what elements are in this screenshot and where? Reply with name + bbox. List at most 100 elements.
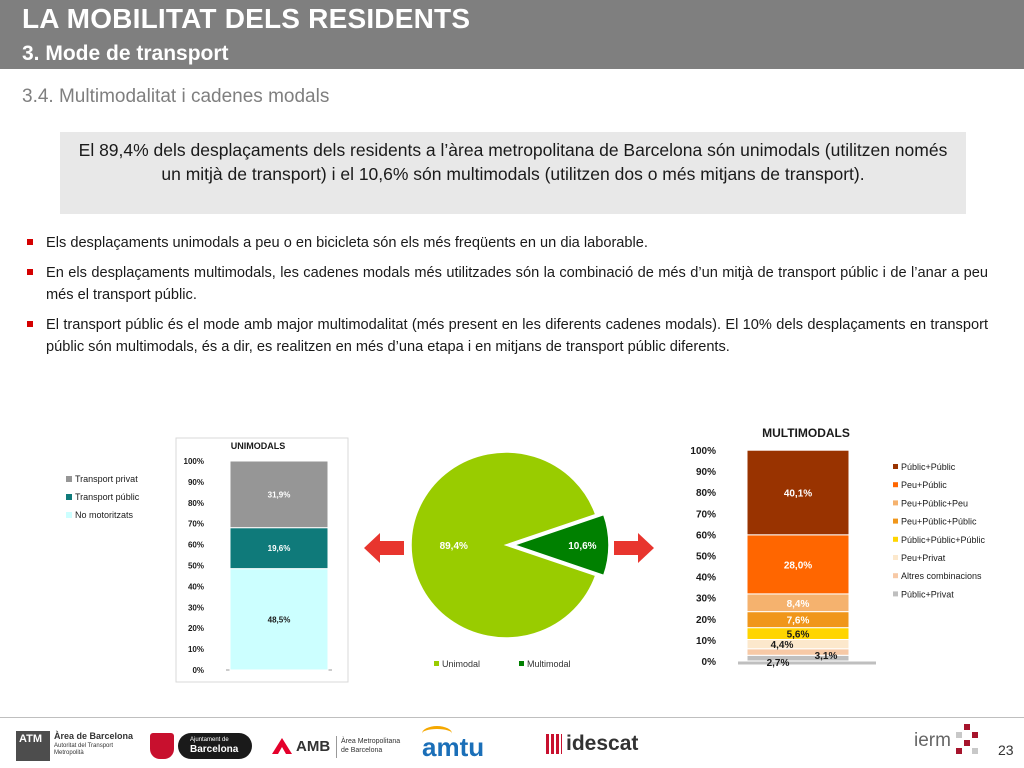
bullet-item: El transport públic és el mode amb major… (26, 314, 988, 359)
multimodal-legend-label: Peu+Públic+Públic (901, 517, 977, 527)
multimodal-title: MULTIMODALS (762, 426, 850, 440)
multimodal-bar-segment (746, 449, 850, 536)
left-arrow-icon (364, 533, 404, 563)
amb-logo-text: AMB (296, 738, 331, 755)
idescat-logo: idescat (546, 732, 650, 758)
multimodal-legend-swatch (893, 518, 898, 524)
bullet-text: Els desplaçaments unimodals a peu o en b… (46, 235, 648, 251)
unimodal-ytick-label: 100% (184, 457, 204, 466)
multimodal-legend-label: Altres combinacions (901, 571, 982, 581)
header-bar: LA MOBILITAT DELS RESIDENTS 3. Mode de t… (0, 0, 1024, 69)
multimodal-legend-label: Peu+Públic+Peu (901, 498, 968, 508)
pie-legend-swatch (434, 661, 439, 666)
ajuntament-shield-icon (150, 733, 174, 759)
ierm-logo: ierm (914, 724, 986, 758)
multimodal-legend-label: Públic+Públic (901, 462, 956, 472)
unimodal-legend-label: Transport privat (75, 474, 138, 484)
pie-slice (410, 451, 597, 639)
ierm-logo-text: ierm (914, 730, 951, 751)
bullet-square-icon (27, 320, 33, 327)
unimodal-bar-segment (229, 568, 329, 671)
pie-legend-label: Unimodal (442, 659, 480, 669)
amb-mark-icon (272, 738, 292, 754)
multimodal-data-label: 3,1% (815, 651, 838, 662)
unimodal-ytick-label: 0% (192, 666, 204, 675)
unimodal-data-label: 31,9% (268, 490, 291, 499)
pie-legend-label: Multimodal (527, 659, 571, 669)
unimodal-ytick-label: 30% (188, 603, 204, 612)
multimodal-ytick-label: 50% (696, 552, 716, 563)
unimodal-legend-swatch (66, 494, 72, 500)
atm-logo-line3: Metropolità (54, 750, 84, 756)
bullet-item: Els desplaçaments unimodals a peu o en b… (26, 232, 988, 255)
unimodal-legend-label: No motoritzats (75, 510, 134, 520)
unimodal-ytick-label: 60% (188, 541, 204, 550)
charts-area: UNIMODALS 0% 10% 20% 30% 40% 50% 60% 70% 80% 90% 1… (66, 426, 986, 683)
multimodal-legend-swatch (893, 500, 898, 506)
pie-slice (511, 513, 610, 577)
ierm-mark-icon (956, 724, 978, 754)
unimodal-legend-swatch (66, 512, 72, 518)
amb-line1: Àrea Metropolitana (341, 738, 401, 745)
ajuntament-logo: Ajuntament de Barcelona (150, 731, 252, 761)
multimodal-ytick-label: 80% (696, 488, 716, 499)
multimodal-ytick-label: 30% (696, 594, 716, 605)
multimodal-legend-label: Públic+Públic+Públic (901, 535, 986, 545)
unimodal-ytick-label: 80% (188, 499, 204, 508)
multimodal-ytick-label: 70% (696, 509, 716, 520)
section-title: 3.4. Multimodalitat i cadenes modals (22, 86, 330, 107)
unimodal-ytick-label: 70% (188, 520, 204, 529)
multimodal-ytick-label: 90% (696, 467, 716, 478)
page-number: 23 (998, 742, 1014, 758)
multimodal-ytick-label: 0% (702, 657, 717, 668)
summary-box: El 89,4% dels desplaçaments dels residen… (60, 132, 966, 214)
multimodal-ytick-label: 10% (696, 636, 716, 647)
atm-logo-text: ATM (19, 733, 43, 745)
multimodal-data-label: 40,1% (784, 489, 812, 500)
page-subtitle: 3. Mode de transport (22, 42, 229, 65)
multimodal-ytick-label: 60% (696, 530, 716, 541)
multimodal-legend-label: Peu+Privat (901, 553, 946, 563)
multimodal-data-label: 28,0% (784, 560, 812, 571)
amtu-swirl-icon (422, 726, 452, 741)
multimodal-legend-swatch (893, 573, 898, 579)
multimodal-legend-swatch (893, 591, 898, 597)
idescat-logo-text: idescat (566, 732, 639, 755)
multimodal-bar-segment (746, 534, 850, 595)
right-arrow-icon (614, 533, 654, 563)
multimodal-legend-swatch (893, 482, 898, 488)
summary-text: El 89,4% dels desplaçaments dels residen… (78, 140, 948, 184)
unimodal-ytick-label: 50% (188, 562, 204, 571)
multimodal-ytick-label: 20% (696, 615, 716, 626)
unimodal-legend-label: Transport públic (75, 492, 140, 502)
unimodal-bar-segment (229, 460, 329, 529)
bullet-text: En els desplaçaments multimodals, les ca… (46, 264, 988, 304)
multimodal-legend-label: Públic+Privat (901, 589, 954, 599)
unimodal-ytick-label: 40% (188, 582, 204, 591)
pie-legend-swatch (519, 661, 524, 666)
ajuntament-line1: Ajuntament de (190, 737, 229, 743)
page-title: LA MOBILITAT DELS RESIDENTS (22, 3, 471, 34)
pie-data-label: 10,6% (568, 541, 596, 552)
multimodal-data-label: 4,4% (771, 640, 794, 651)
unimodal-data-label: 48,5% (268, 615, 291, 624)
amb-line2: de Barcelona (341, 747, 383, 754)
multimodal-data-label: 7,6% (787, 616, 810, 627)
multimodal-legend-swatch (893, 536, 898, 542)
multimodal-legend-swatch (893, 555, 898, 560)
atm-logo-line2: Autoritat del Transport (54, 743, 114, 749)
unimodal-bar-segment (229, 527, 329, 570)
unimodal-legend-swatch (66, 476, 72, 482)
amtu-logo-text: amtu (422, 732, 485, 762)
unimodal-ytick-label: 10% (188, 645, 204, 654)
unimodal-ytick-label: 90% (188, 478, 204, 487)
multimodal-legend-label: Peu+Públic (901, 480, 947, 490)
bullet-item: En els desplaçaments multimodals, les ca… (26, 262, 988, 307)
footer-divider (0, 717, 1024, 718)
bullet-square-icon (27, 268, 33, 275)
multimodal-bar-segment (746, 638, 850, 650)
atm-logo-line1: Àrea de Barcelona (54, 731, 134, 741)
unimodal-ytick-label: 20% (188, 624, 204, 633)
amb-logo: AMB Àrea Metropolitana de Barcelona (272, 734, 406, 760)
multimodal-legend-swatch (893, 464, 898, 469)
